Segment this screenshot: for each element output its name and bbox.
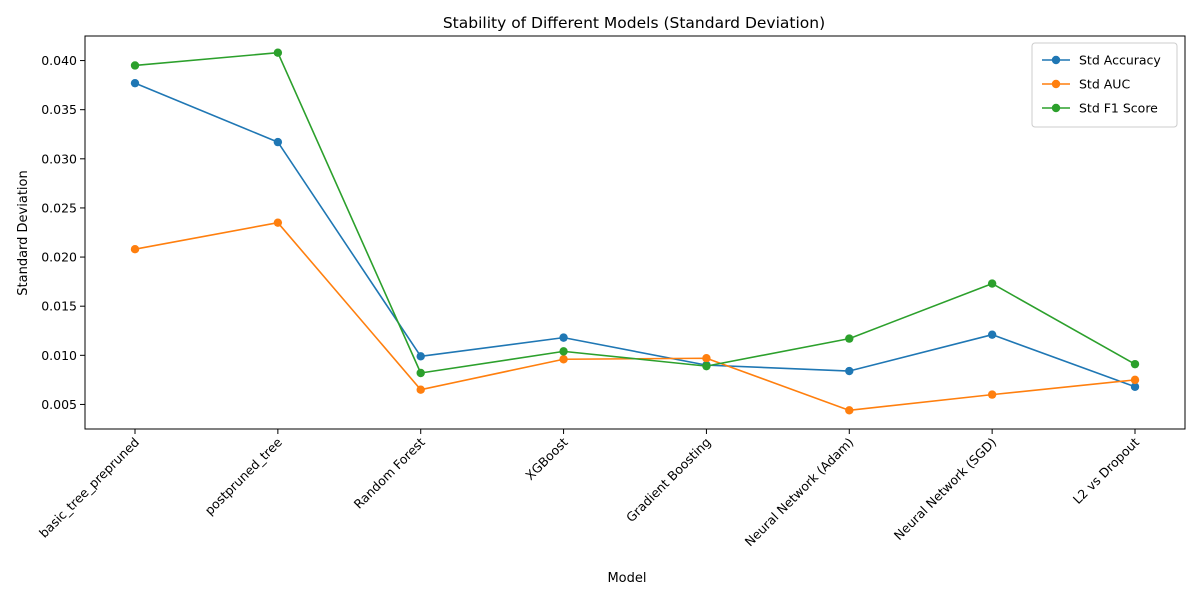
y-tick-label: 0.010	[41, 348, 77, 363]
y-tick-label: 0.030	[41, 151, 77, 166]
y-tick-label: 0.020	[41, 250, 77, 265]
data-point	[273, 218, 283, 227]
data-point	[559, 355, 568, 364]
plot-frame	[84, 35, 1186, 430]
data-point	[1130, 359, 1140, 369]
data-point	[987, 390, 997, 399]
data-point	[130, 245, 140, 254]
x-tick-label: Neural Network (Adam)	[742, 435, 857, 550]
series-line	[134, 82, 1136, 388]
x-tick-label: XGBoost	[522, 434, 571, 483]
x-tick-label: Neural Network (SGD)	[891, 435, 999, 543]
x-tick-label: basic_tree_prepruned	[36, 435, 142, 541]
data-point	[273, 137, 283, 147]
y-tick-label: 0.040	[41, 53, 77, 68]
x-tick-label: postpruned_tree	[202, 434, 286, 518]
legend-marker	[1051, 55, 1061, 65]
x-tick-label: Gradient Boosting	[623, 435, 714, 526]
series-line	[134, 221, 1136, 412]
data-point	[702, 354, 711, 363]
data-point	[273, 48, 283, 57]
data-point	[702, 361, 711, 371]
data-point	[987, 279, 997, 288]
y-axis-title: Standard Deviation	[16, 170, 31, 295]
x-tick-label: L2 vs Dropout	[1070, 434, 1142, 506]
y-tick-label: 0.035	[41, 102, 77, 117]
y-tick-label: 0.015	[41, 299, 77, 314]
legend-box	[1031, 42, 1178, 128]
data-point	[1130, 375, 1140, 385]
y-tick-label: 0.005	[41, 397, 77, 412]
data-point	[845, 406, 854, 415]
data-point	[416, 385, 425, 394]
plot-area: 0.005 0.010 0.015 0.020 0.025 0.030 0.035 0.040…	[36, 35, 1186, 550]
x-tick-label: Random Forest	[351, 434, 428, 511]
series-line	[134, 51, 1136, 374]
legend: Std Accuracy Std AUC Std F1 Score	[1031, 42, 1178, 128]
data-point	[130, 61, 140, 70]
y-tick-label: 0.025	[41, 200, 77, 215]
data-point	[559, 347, 568, 356]
data-point	[987, 330, 997, 339]
data-point	[416, 352, 425, 361]
data-point	[559, 333, 568, 342]
data-point	[130, 78, 140, 88]
data-point	[845, 366, 854, 376]
legend-marker	[1051, 79, 1061, 89]
data-point	[845, 334, 854, 343]
data-point	[1130, 382, 1140, 391]
legend-label: Std AUC	[1079, 77, 1130, 92]
data-point	[416, 368, 425, 378]
legend-marker	[1051, 103, 1061, 113]
legend-label: Std F1 Score	[1079, 101, 1158, 116]
legend-label: Std Accuracy	[1079, 53, 1161, 68]
chart-title: Stability of Different Models (Standard …	[443, 14, 825, 32]
x-axis-title: Model	[607, 571, 646, 586]
